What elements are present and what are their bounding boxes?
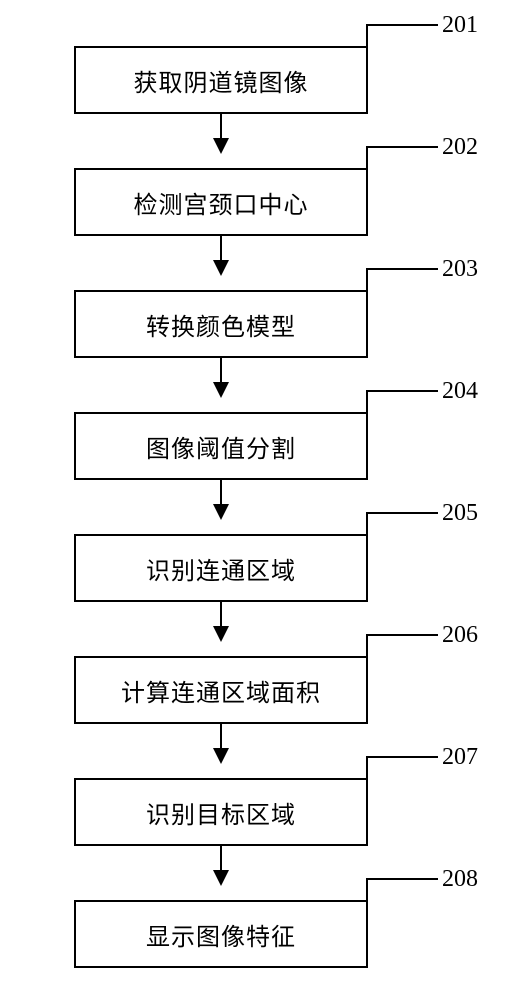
- flow-node: 显示图像特征: [74, 900, 368, 968]
- callout-line: [366, 268, 438, 270]
- callout-line: [366, 390, 368, 412]
- flow-arrow: [220, 358, 222, 396]
- callout-line: [366, 756, 438, 758]
- flow-arrow: [220, 114, 222, 152]
- callout-line: [366, 756, 368, 778]
- flow-node: 检测宫颈口中心: [74, 168, 368, 236]
- callout-line: [366, 878, 438, 880]
- flow-arrow: [220, 846, 222, 884]
- callout-line: [366, 390, 438, 392]
- callout-label: 207: [442, 744, 478, 771]
- flow-node: 计算连通区域面积: [74, 656, 368, 724]
- flow-node-label: 识别目标区域: [146, 795, 296, 830]
- flow-node: 识别目标区域: [74, 778, 368, 846]
- flow-node-label: 检测宫颈口中心: [134, 185, 309, 220]
- callout-label: 201: [442, 12, 478, 39]
- flow-node: 识别连通区域: [74, 534, 368, 602]
- callout-label: 202: [442, 134, 478, 161]
- flow-node-label: 获取阴道镜图像: [134, 63, 309, 98]
- flowchart-canvas: 获取阴道镜图像 201 检测宫颈口中心 202 转换颜色模型 203 图像阈值分割 204 识别…: [0, 0, 514, 1000]
- flow-node-label: 图像阈值分割: [146, 429, 296, 464]
- flow-arrow: [220, 602, 222, 640]
- callout-label: 208: [442, 866, 478, 893]
- callout-label: 204: [442, 378, 478, 405]
- callout-label: 206: [442, 622, 478, 649]
- callout-line: [366, 24, 438, 26]
- callout-line: [366, 634, 438, 636]
- flow-arrow: [220, 480, 222, 518]
- flow-node-label: 识别连通区域: [146, 551, 296, 586]
- flow-node-label: 计算连通区域面积: [121, 673, 321, 708]
- flow-node: 图像阈值分割: [74, 412, 368, 480]
- flow-node-label: 转换颜色模型: [146, 307, 296, 342]
- callout-line: [366, 878, 368, 900]
- callout-line: [366, 146, 438, 148]
- flow-node: 转换颜色模型: [74, 290, 368, 358]
- flow-arrow: [220, 236, 222, 274]
- callout-label: 203: [442, 256, 478, 283]
- flow-arrow: [220, 724, 222, 762]
- callout-line: [366, 268, 368, 290]
- callout-label: 205: [442, 500, 478, 527]
- callout-line: [366, 512, 368, 534]
- flow-node: 获取阴道镜图像: [74, 46, 368, 114]
- callout-line: [366, 512, 438, 514]
- flow-node-label: 显示图像特征: [146, 917, 296, 952]
- callout-line: [366, 24, 368, 46]
- callout-line: [366, 634, 368, 656]
- callout-line: [366, 146, 368, 168]
